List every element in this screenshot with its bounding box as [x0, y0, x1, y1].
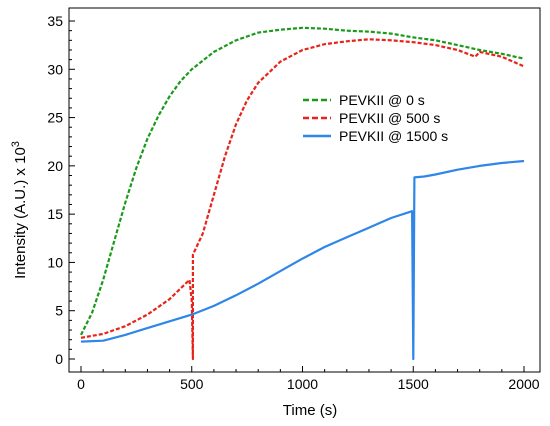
plot-frame [68, 7, 541, 373]
y-tick-label: 5 [55, 303, 63, 319]
x-tick-label: 2000 [508, 376, 539, 392]
plot-area [68, 7, 541, 373]
series-line-3 [80, 159, 525, 361]
x-tick-label: 500 [180, 376, 204, 392]
legend-label-2: PEVKII @ 500 s [339, 110, 440, 126]
y-tick-label: 25 [47, 110, 63, 126]
y-tick-label: 30 [47, 61, 63, 77]
y-axis-label: Intensity (A.U.) x 103 [10, 141, 29, 279]
y-tick-label: 20 [47, 158, 63, 174]
y-tick-label: 35 [47, 13, 63, 29]
y-tick-label: 0 [55, 351, 63, 367]
x-axis: 0 500 1000 1500 2000 [77, 366, 540, 392]
x-axis-label: Time (s) [283, 402, 337, 419]
legend-label-1: PEVKII @ 0 s [339, 92, 425, 108]
series-line-2 [80, 38, 525, 361]
x-tick-label: 1000 [287, 376, 318, 392]
y-axis: 0 5 10 15 20 25 30 35 [47, 13, 75, 367]
legend-label-3: PEVKII @ 1500 s [339, 128, 448, 144]
y-tick-label: 15 [47, 206, 63, 222]
y-tick-label: 10 [47, 254, 63, 270]
series-line-1 [80, 26, 525, 336]
legend: PEVKII @ 0 s PEVKII @ 500 s PEVKII @ 1500 … [303, 92, 448, 144]
x-tick-label: 0 [77, 376, 85, 392]
x-tick-label: 1500 [398, 376, 429, 392]
